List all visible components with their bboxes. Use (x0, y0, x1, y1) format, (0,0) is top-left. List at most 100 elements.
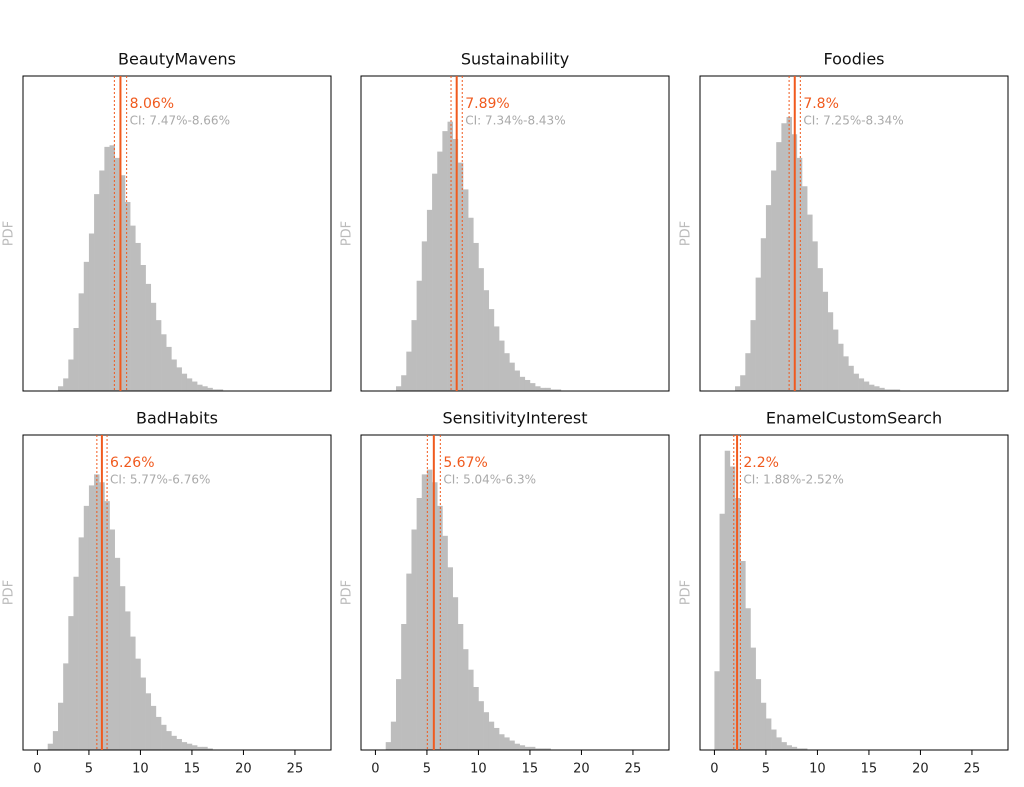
bar (411, 529, 417, 750)
x-tick-label: 0 (33, 762, 41, 777)
ci-label: CI: 7.47%-8.66% (130, 114, 230, 128)
bar (135, 658, 141, 750)
bar (396, 679, 402, 750)
ci-label: CI: 7.25%-8.34% (803, 114, 903, 128)
bar (504, 737, 510, 750)
x-tick-label: 5 (85, 762, 93, 777)
bar (119, 175, 126, 391)
bar (499, 340, 505, 391)
bar (385, 742, 392, 750)
bar (832, 329, 839, 391)
plot-frame (22, 75, 332, 392)
bar (58, 702, 64, 750)
bar (750, 320, 756, 391)
bar (202, 746, 208, 750)
bar (135, 242, 141, 391)
x-tick-label: 20 (573, 762, 590, 777)
bar (781, 742, 787, 750)
plot-frame (360, 434, 670, 751)
bar (822, 291, 829, 391)
bar (740, 375, 746, 391)
bar (843, 356, 849, 391)
bar (535, 386, 541, 391)
bar (191, 381, 198, 391)
bar (817, 268, 823, 391)
bar (104, 501, 110, 750)
bar (68, 359, 74, 391)
chart-title: Foodies (824, 50, 885, 69)
bar (462, 189, 469, 391)
bar (745, 353, 751, 391)
bar (68, 616, 74, 750)
bar (457, 162, 464, 391)
bar (145, 693, 152, 750)
bar (109, 529, 115, 750)
bar (884, 389, 890, 391)
bar (186, 743, 193, 750)
chart-title: Sustainability (461, 50, 569, 69)
bar (473, 687, 479, 750)
bar (140, 265, 146, 391)
ci-label: CI: 5.77%-6.76% (110, 473, 210, 487)
chart-title: BadHabits (136, 409, 218, 428)
bar (442, 131, 448, 391)
bar (447, 567, 453, 750)
bar (161, 334, 167, 391)
bar (545, 387, 551, 391)
bar (119, 586, 126, 750)
bar (406, 351, 412, 391)
x-tick-label: 25 (625, 762, 642, 777)
bar (796, 748, 803, 750)
bar (124, 611, 131, 750)
bar (171, 735, 177, 750)
plot-frame (699, 75, 1009, 392)
bar (421, 474, 428, 750)
x-tick-label: 20 (235, 762, 252, 777)
bar (73, 576, 79, 750)
bar (437, 151, 443, 391)
mean-label: 2.2% (743, 455, 779, 471)
bar (181, 373, 188, 391)
y-axis-label: PDF (679, 580, 694, 605)
bar (488, 309, 495, 391)
x-tick-label: 25 (964, 762, 981, 777)
bar (207, 387, 213, 391)
bar (735, 386, 741, 391)
bar (765, 718, 772, 750)
bar (853, 373, 859, 391)
ci-label: CI: 7.34%-8.43% (465, 114, 565, 128)
bar (724, 450, 731, 750)
ci-label: CI: 1.88%-2.52% (743, 473, 843, 487)
bar (514, 370, 520, 391)
bar (166, 731, 172, 750)
bar (401, 375, 407, 391)
plot-frame (22, 434, 332, 751)
bar (776, 142, 782, 391)
bar (540, 387, 546, 391)
bar (130, 636, 136, 750)
bar (478, 701, 484, 750)
bar (58, 386, 64, 391)
bar (421, 241, 428, 391)
bar (186, 378, 193, 391)
bar (509, 362, 515, 391)
bar (130, 225, 136, 391)
x-tick-label: 0 (371, 762, 379, 777)
bar (52, 731, 59, 750)
y-axis-label: PDF (679, 221, 694, 246)
bar (468, 217, 474, 391)
y-axis-label: PDF (340, 580, 355, 605)
bar (796, 157, 803, 391)
mean-label: 7.89% (465, 96, 509, 112)
x-tick-label: 5 (423, 762, 431, 777)
bar (442, 535, 448, 750)
bar (473, 242, 479, 391)
bar (771, 170, 777, 391)
x-tick-label: 15 (522, 762, 539, 777)
bar (535, 748, 541, 750)
bar (791, 746, 798, 750)
bar (812, 241, 818, 391)
x-tick-label: 10 (809, 762, 826, 777)
bar (786, 745, 792, 750)
